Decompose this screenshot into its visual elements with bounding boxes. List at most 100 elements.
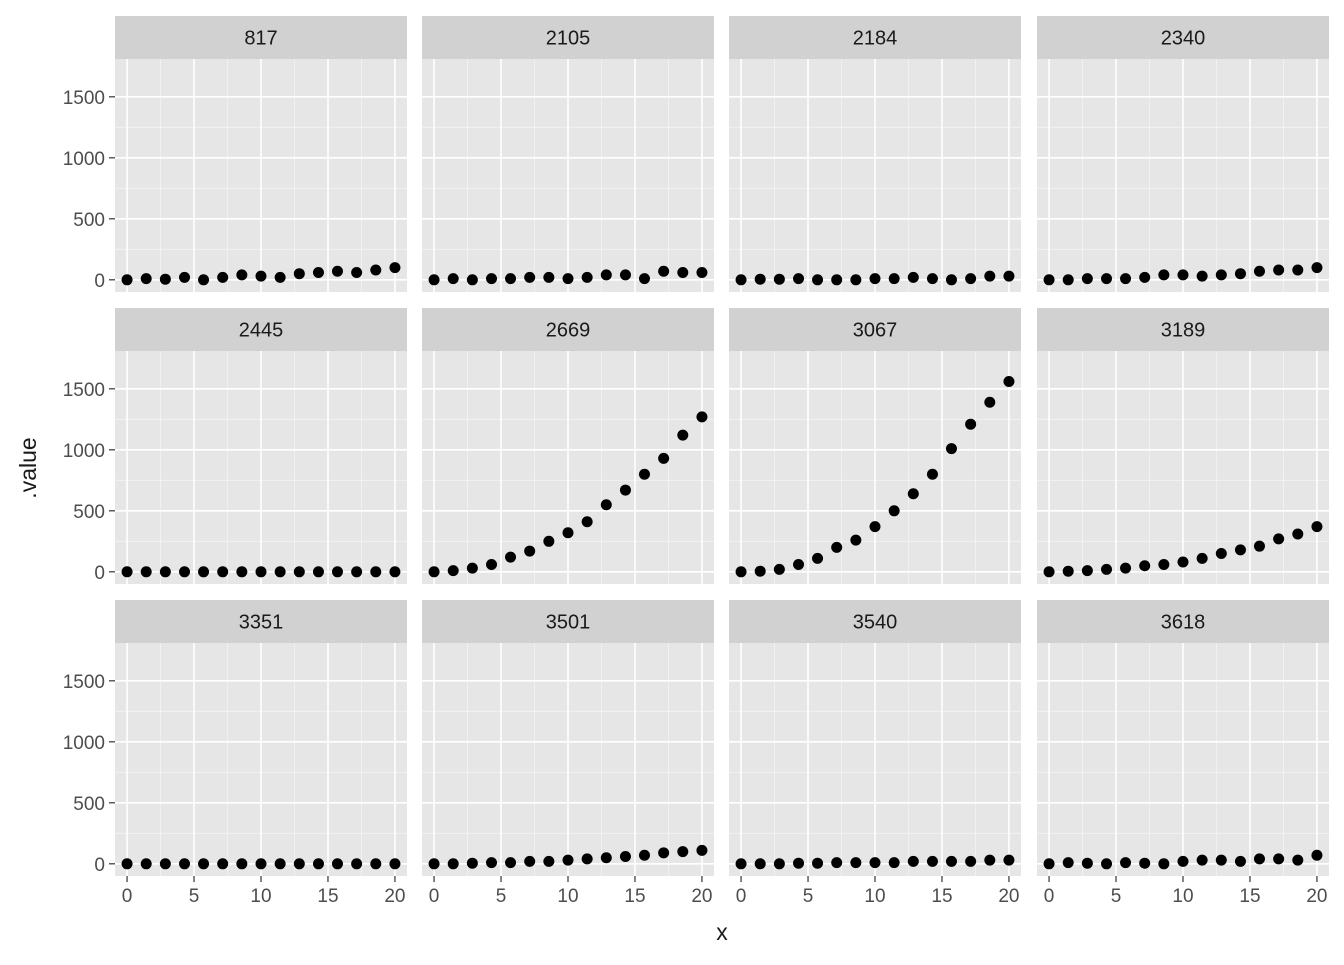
data-point (179, 271, 191, 283)
data-point (543, 271, 555, 283)
facet-strip-label: 3351 (239, 612, 284, 634)
data-point (926, 468, 938, 480)
data-point (907, 488, 919, 500)
data-point (965, 855, 977, 867)
data-point (505, 273, 517, 285)
data-point (312, 858, 324, 870)
data-point (677, 266, 689, 278)
data-point (543, 535, 555, 547)
data-point (293, 268, 305, 280)
data-point (831, 857, 843, 869)
facet-strip (422, 600, 714, 643)
x-tick-label: 10 (557, 886, 578, 907)
data-point (428, 858, 440, 870)
data-point (926, 273, 938, 285)
facet-strip-label: 2445 (239, 320, 284, 342)
x-tick-label: 0 (1044, 886, 1055, 907)
data-point (888, 273, 900, 285)
facet-panel-817: 817 0 500 1000 1500 (63, 16, 407, 292)
data-point (600, 852, 612, 864)
data-point (217, 271, 229, 283)
data-point (696, 266, 708, 278)
data-point (812, 552, 824, 564)
y-tick-label: 500 (73, 502, 105, 523)
data-point (696, 844, 708, 856)
data-point (1215, 269, 1227, 281)
data-point (658, 847, 670, 859)
data-point (1043, 274, 1055, 286)
data-point (984, 854, 996, 866)
facet-strip-label: 2184 (853, 28, 898, 50)
data-point (236, 566, 248, 578)
data-point (945, 855, 957, 867)
data-point (1139, 271, 1151, 283)
data-point (293, 566, 305, 578)
data-point (869, 273, 881, 285)
data-point (812, 857, 824, 869)
data-point (1062, 857, 1074, 869)
data-point (274, 566, 286, 578)
facet-strip-label: 2669 (546, 320, 591, 342)
facet-panel-3067: 3067 (729, 308, 1021, 584)
data-point (236, 858, 248, 870)
data-point (274, 858, 286, 870)
facet-strip-label: 3501 (546, 612, 591, 634)
data-point (140, 858, 152, 870)
facet-panel-3618: 3618 0 5 10 15 20 (1037, 600, 1329, 907)
data-point (1292, 528, 1304, 540)
data-point (1234, 855, 1246, 867)
facet-strip-label: 3067 (853, 320, 898, 342)
data-point (1043, 858, 1055, 870)
data-point (619, 269, 631, 281)
facet-strip-label: 2105 (546, 28, 591, 50)
data-point (1196, 854, 1208, 866)
data-point (505, 551, 517, 563)
data-point (1101, 858, 1113, 870)
data-point (869, 521, 881, 533)
x-tick-label: 20 (998, 886, 1019, 907)
facet-strip (729, 600, 1021, 643)
data-point (1215, 548, 1227, 560)
data-point (255, 566, 267, 578)
data-point (1177, 269, 1189, 281)
data-point (255, 858, 267, 870)
data-point (274, 271, 286, 283)
data-point (331, 566, 343, 578)
x-tick-label: 20 (691, 886, 712, 907)
data-point (486, 857, 498, 869)
facet-strip-label: 817 (244, 28, 277, 50)
data-point (812, 274, 824, 286)
facet-strip (729, 16, 1021, 59)
facet-strip-label: 3540 (853, 612, 898, 634)
data-point (735, 566, 747, 578)
data-point (1158, 269, 1170, 281)
data-point (581, 271, 593, 283)
y-tick-label: 1500 (63, 380, 105, 401)
data-point (1234, 544, 1246, 556)
data-point (793, 857, 805, 869)
x-tick-label: 0 (736, 886, 747, 907)
data-point (907, 855, 919, 867)
data-point (486, 273, 498, 285)
x-tick-label: 0 (429, 886, 440, 907)
data-point (293, 858, 305, 870)
x-tick-label: 15 (1239, 886, 1260, 907)
data-point (351, 858, 363, 870)
data-point (907, 271, 919, 283)
data-point (1158, 858, 1170, 870)
data-point (447, 858, 459, 870)
data-point (1101, 273, 1113, 285)
data-point (198, 858, 210, 870)
facet-strip (115, 308, 407, 351)
data-point (140, 273, 152, 285)
data-point (619, 484, 631, 496)
data-point (1003, 375, 1015, 387)
data-point (754, 565, 766, 577)
data-point (351, 566, 363, 578)
data-point (1062, 274, 1074, 286)
data-point (850, 274, 862, 286)
x-tick-label: 15 (624, 886, 645, 907)
data-point (1196, 552, 1208, 564)
data-point (945, 274, 957, 286)
